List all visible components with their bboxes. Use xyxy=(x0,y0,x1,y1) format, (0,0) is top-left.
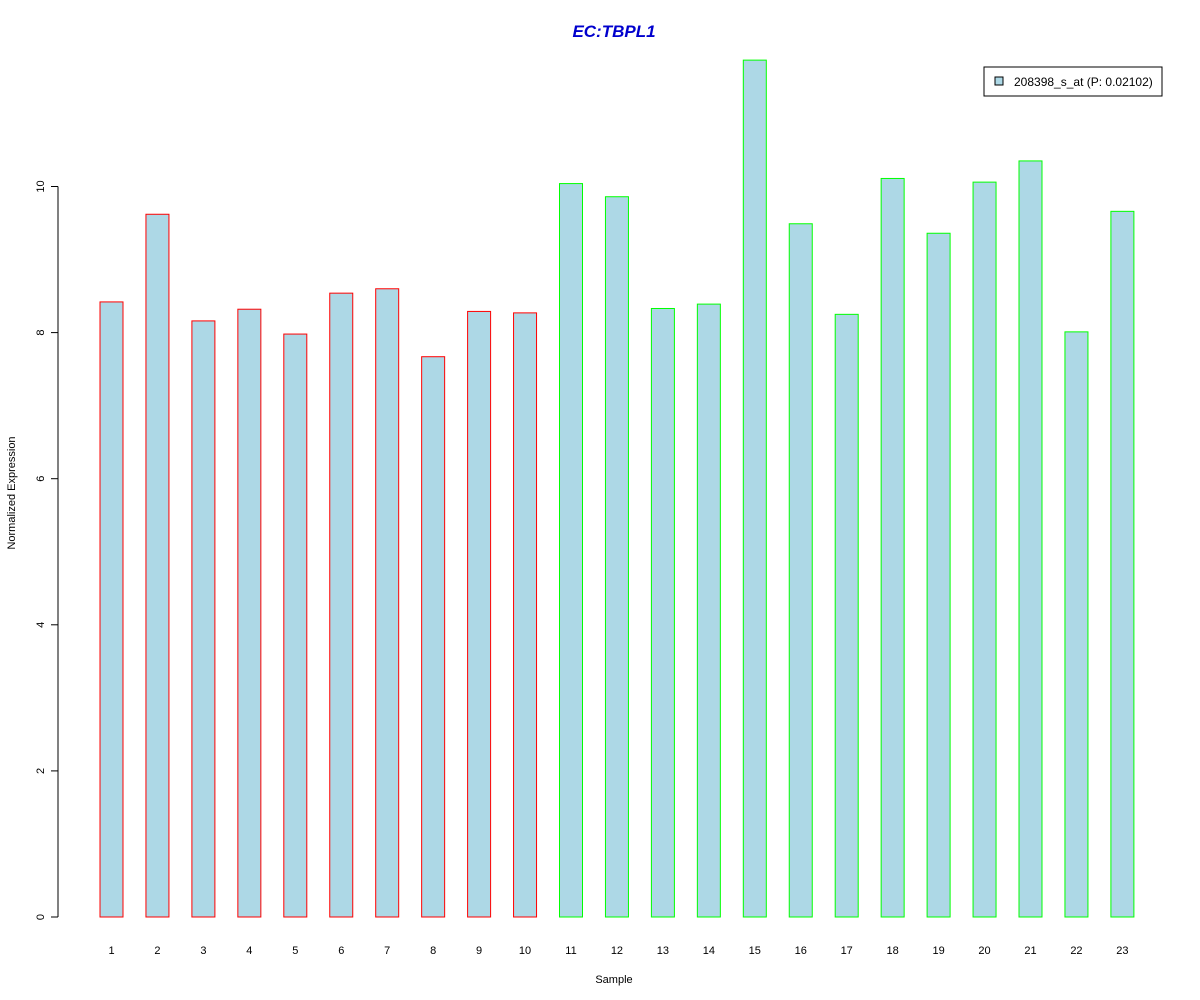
bar-sample-17 xyxy=(834,313,859,918)
y-tick-label: 2 xyxy=(35,768,47,774)
y-axis-label: Normalized Expression xyxy=(6,436,18,549)
x-tick-label: 6 xyxy=(338,945,344,957)
bar-sample-14 xyxy=(696,303,721,918)
bar-sample-10 xyxy=(513,312,538,918)
bar-sample-19 xyxy=(926,232,951,918)
x-tick-label: 19 xyxy=(932,945,944,957)
bar-sample-12 xyxy=(604,196,629,918)
bar-sample-15 xyxy=(742,59,767,918)
x-tick-label: 1 xyxy=(108,945,114,957)
bar-sample-8 xyxy=(421,356,446,918)
y-tick-label: 4 xyxy=(35,622,47,628)
chart-title: EC:TBPL1 xyxy=(572,22,655,41)
y-tick-label: 10 xyxy=(35,180,47,192)
y-axis: 0 2 4 6 8 10 xyxy=(35,180,59,920)
x-tick-label: 10 xyxy=(519,945,531,957)
x-tick-label: 7 xyxy=(384,945,390,957)
x-tick-labels: 1 2 3 4 5 6 7 8 9 10 11 12 13 14 15 16 17 18 19 20 21 22 23 xyxy=(108,945,1128,957)
bar-sample-11 xyxy=(559,183,583,918)
x-tick-label: 16 xyxy=(795,945,807,957)
bar-sample-16 xyxy=(788,223,813,918)
bar-sample-4 xyxy=(237,308,262,918)
bar-sample-6 xyxy=(329,292,354,918)
x-tick-label: 5 xyxy=(292,945,298,957)
x-tick-label: 13 xyxy=(657,945,669,957)
x-tick-label: 18 xyxy=(887,945,899,957)
bar-sample-23 xyxy=(1110,210,1135,918)
x-tick-label: 17 xyxy=(841,945,853,957)
x-tick-label: 22 xyxy=(1070,945,1082,957)
bar-sample-9 xyxy=(467,310,492,918)
x-tick-label: 4 xyxy=(246,945,252,957)
x-tick-label: 3 xyxy=(200,945,206,957)
legend: 208398_s_at (P: 0.02102) xyxy=(983,66,1163,97)
bar-sample-13 xyxy=(650,307,675,918)
x-tick-label: 2 xyxy=(154,945,160,957)
x-tick-label: 11 xyxy=(565,945,576,957)
x-tick-label: 23 xyxy=(1116,945,1128,957)
bar-sample-3 xyxy=(191,320,216,918)
bar-sample-18 xyxy=(880,177,905,918)
x-tick-label: 21 xyxy=(1024,945,1036,957)
y-tick-label: 0 xyxy=(35,914,47,920)
bar-sample-21 xyxy=(1018,160,1043,918)
x-tick-label: 15 xyxy=(749,945,761,957)
x-tick-label: 9 xyxy=(476,945,482,957)
bar-sample-5 xyxy=(283,333,308,918)
bar-sample-2 xyxy=(145,213,170,918)
y-tick-label: 8 xyxy=(35,330,47,336)
x-tick-label: 14 xyxy=(703,945,715,957)
bar-sample-7 xyxy=(375,288,400,918)
legend-swatch xyxy=(994,76,1004,86)
x-tick-label: 20 xyxy=(978,945,990,957)
x-tick-label: 8 xyxy=(430,945,436,957)
x-axis-label: Sample xyxy=(595,974,632,986)
bar-sample-22 xyxy=(1064,331,1089,918)
bar-sample-1 xyxy=(99,301,124,918)
y-tick-label: 6 xyxy=(35,476,47,482)
legend-label: 208398_s_at (P: 0.02102) xyxy=(1014,75,1153,89)
bars xyxy=(99,59,1135,918)
x-tick-label: 12 xyxy=(611,945,623,957)
bar-sample-20 xyxy=(972,181,997,918)
legend-box xyxy=(983,66,1163,97)
